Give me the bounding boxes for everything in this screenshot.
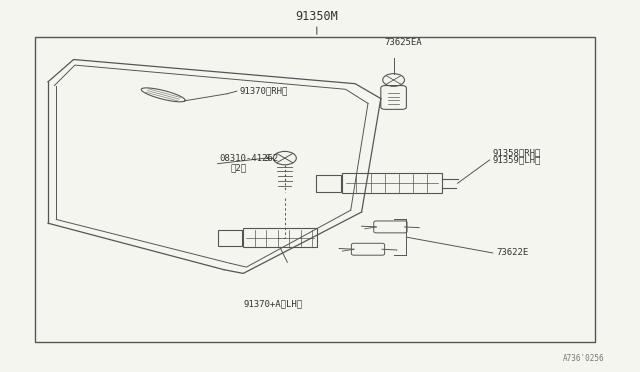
Text: 73622E: 73622E — [496, 248, 528, 257]
Text: 91359〈LH〉: 91359〈LH〉 — [493, 156, 541, 165]
Bar — [316, 175, 341, 192]
Text: 73625EA: 73625EA — [384, 38, 422, 46]
Bar — [218, 230, 242, 246]
Bar — [342, 173, 442, 193]
Text: 91358〈RH〉: 91358〈RH〉 — [493, 148, 541, 157]
Text: 91350M: 91350M — [296, 10, 338, 23]
Text: 08310-41262: 08310-41262 — [219, 154, 278, 163]
Text: 91370+A〈LH〉: 91370+A〈LH〉 — [243, 299, 302, 308]
Text: 〈2〉: 〈2〉 — [230, 163, 246, 172]
Text: A736'0256: A736'0256 — [563, 354, 605, 363]
Text: 91370〈RH〉: 91370〈RH〉 — [240, 87, 289, 96]
Bar — [35, 37, 595, 342]
Text: S: S — [266, 154, 271, 163]
Bar — [243, 228, 317, 247]
